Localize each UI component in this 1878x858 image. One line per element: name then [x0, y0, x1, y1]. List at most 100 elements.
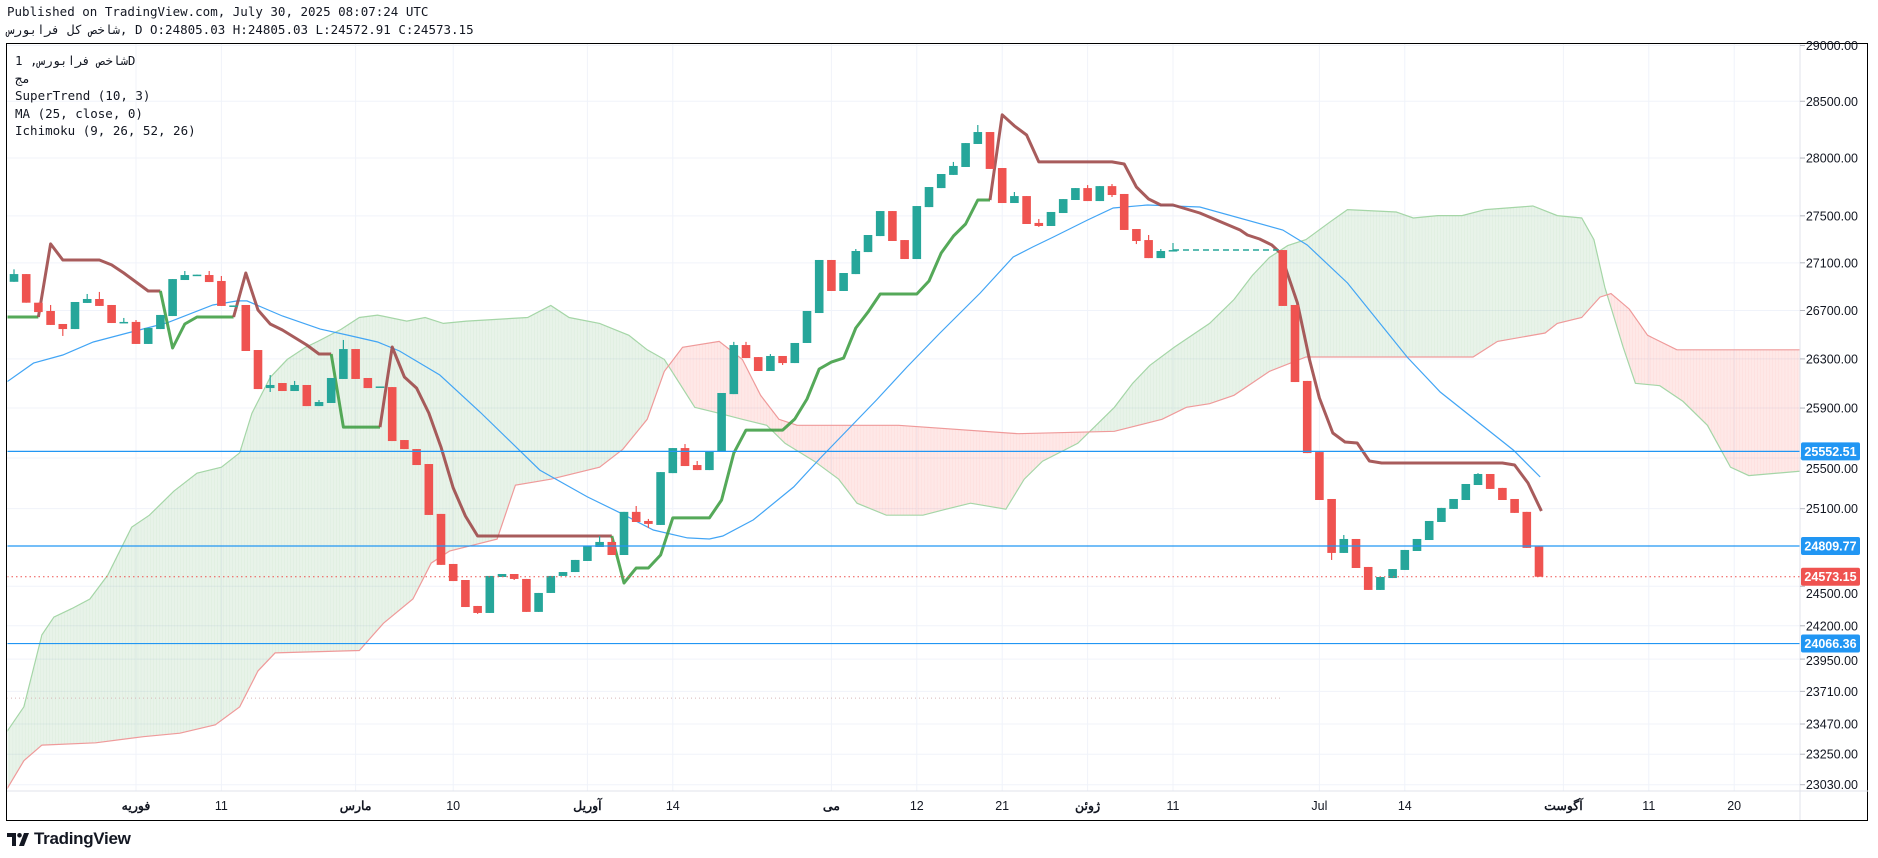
candle-bearish[interactable] — [1083, 185, 1092, 202]
candle-bullish[interactable] — [1473, 473, 1483, 486]
candle-bullish[interactable] — [1437, 507, 1446, 522]
candle-bearish[interactable] — [1315, 452, 1324, 501]
candle-bearish[interactable] — [1107, 184, 1117, 197]
candle-bullish[interactable] — [766, 354, 775, 372]
candle-bearish[interactable] — [241, 304, 251, 351]
candle-bullish[interactable] — [143, 327, 153, 344]
candle-bullish[interactable] — [961, 143, 970, 167]
candle-bullish[interactable] — [265, 375, 275, 393]
candle-bearish[interactable] — [644, 518, 653, 528]
candle-bullish[interactable] — [1461, 483, 1471, 501]
candle-bullish[interactable] — [1010, 192, 1019, 204]
candle-bullish[interactable] — [1400, 549, 1410, 570]
candle-bullish[interactable] — [790, 342, 800, 364]
candle-bearish[interactable] — [363, 377, 373, 389]
candle-bearish[interactable] — [448, 563, 458, 582]
candle-bearish[interactable] — [461, 579, 470, 608]
candle-bullish[interactable] — [1046, 211, 1056, 226]
candle-bullish[interactable] — [119, 317, 129, 324]
candle-bearish[interactable] — [473, 605, 482, 614]
candle-bearish[interactable] — [509, 573, 519, 580]
legend-supertrend[interactable]: SuperTrend (10, 3) — [15, 88, 151, 103]
candle-bullish[interactable] — [375, 386, 385, 388]
candle-bullish[interactable] — [936, 173, 946, 189]
candle-bearish[interactable] — [1132, 229, 1141, 245]
candle-bearish[interactable] — [387, 387, 397, 442]
candle-bullish[interactable] — [326, 377, 336, 403]
candle-bearish[interactable] — [753, 357, 763, 372]
candle-bearish[interactable] — [1485, 473, 1495, 489]
candle-bearish[interactable] — [95, 291, 104, 306]
legend-ichimoku[interactable]: Ichimoku (9, 26, 52, 26) — [15, 123, 196, 138]
candle-bullish[interactable] — [839, 273, 848, 291]
candle-bearish[interactable] — [278, 383, 287, 392]
candle-bearish[interactable] — [131, 320, 141, 344]
candle-bullish[interactable] — [82, 293, 92, 303]
candle-bearish[interactable] — [680, 444, 690, 467]
candle-bearish[interactable] — [58, 323, 68, 336]
candle-bearish[interactable] — [1278, 250, 1288, 306]
candle-bearish[interactable] — [1290, 304, 1300, 383]
candle-bullish[interactable] — [546, 575, 556, 593]
candle-bullish[interactable] — [192, 274, 202, 277]
candle-bearish[interactable] — [985, 132, 995, 169]
candle-bearish[interactable] — [1498, 487, 1507, 501]
candle-bearish[interactable] — [217, 275, 226, 306]
candle-bullish[interactable] — [729, 341, 739, 395]
candle-bullish[interactable] — [851, 248, 861, 275]
candle-bearish[interactable] — [1327, 498, 1336, 560]
candle-bearish[interactable] — [253, 350, 263, 390]
candle-bullish[interactable] — [180, 270, 190, 281]
candle-bullish[interactable] — [314, 400, 324, 407]
candle-bullish[interactable] — [875, 211, 885, 237]
candle-bullish[interactable] — [558, 572, 568, 576]
candle-bullish[interactable] — [595, 536, 604, 547]
candle-bearish[interactable] — [204, 270, 214, 283]
candle-bullish[interactable] — [1156, 248, 1166, 259]
candle-bearish[interactable] — [1119, 193, 1129, 230]
candle-bearish[interactable] — [1522, 511, 1532, 548]
candle-bullish[interactable] — [1339, 534, 1349, 553]
candle-bearish[interactable] — [631, 505, 641, 522]
candle-bearish[interactable] — [21, 274, 31, 303]
candle-bullish[interactable] — [656, 472, 665, 525]
candle-bullish[interactable] — [1424, 520, 1434, 541]
price-axis[interactable]: 29000.00 28500.00 28000.00 27500.00 27100.00… — [1800, 39, 1858, 792]
candle-bullish[interactable] — [619, 511, 629, 556]
candle-bullish[interactable] — [290, 380, 299, 392]
candle-bullish[interactable] — [668, 448, 678, 474]
candle-bullish[interactable] — [1058, 199, 1068, 214]
legend-ma[interactable]: MA (25, close, 0) — [15, 105, 143, 121]
tradingview-logo[interactable]: TradingView — [7, 829, 131, 849]
candle-bullish[interactable] — [1388, 569, 1397, 579]
candle-bullish[interactable] — [924, 187, 934, 208]
candle-bullish[interactable] — [570, 559, 580, 573]
time-axis[interactable]: فوریه 11 مارس 10 آوریل 14 می 12 21 ژوئن 11 Jul 14 آگو… — [122, 797, 1742, 814]
candle-bullish[interactable] — [1376, 576, 1385, 590]
candle-bullish[interactable] — [949, 161, 958, 175]
candle-bullish[interactable] — [534, 592, 543, 612]
candle-bearish[interactable] — [1144, 235, 1153, 259]
candle-bullish[interactable] — [973, 124, 983, 144]
candle-bullish[interactable] — [583, 545, 592, 561]
horizontal-lines[interactable] — [7, 450, 1800, 645]
candle-bullish[interactable] — [705, 451, 714, 471]
legend-symbol[interactable]: شاخص فرابورس, 1D — [15, 53, 136, 68]
candle-bearish[interactable] — [400, 440, 409, 450]
candle-bullish[interactable] — [70, 301, 80, 330]
candle-bearish[interactable] — [1022, 196, 1031, 224]
candle-bearish[interactable] — [692, 460, 702, 471]
candle-bullish[interactable] — [912, 206, 922, 260]
candle-bearish[interactable] — [1034, 218, 1044, 227]
candle-bearish[interactable] — [888, 211, 897, 241]
candle-bearish[interactable] — [827, 259, 836, 291]
candle-bullish[interactable] — [168, 279, 177, 317]
candle-bullish[interactable] — [863, 235, 873, 253]
candle-bullish[interactable] — [1071, 188, 1080, 201]
candle-bearish[interactable] — [522, 578, 531, 612]
candle-bullish[interactable] — [814, 259, 824, 314]
candle-bearish[interactable] — [34, 302, 43, 313]
candle-bearish[interactable] — [1363, 566, 1373, 590]
candle-bearish[interactable] — [1302, 380, 1312, 454]
candle-bullish[interactable] — [1095, 186, 1105, 202]
